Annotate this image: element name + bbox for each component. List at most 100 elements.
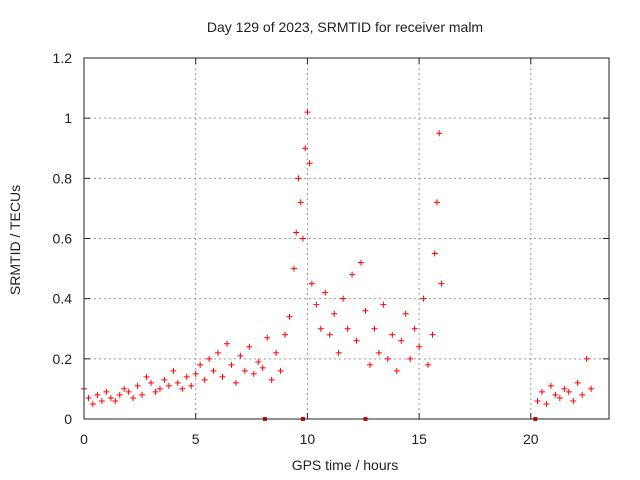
data-point — [293, 229, 300, 236]
data-point — [143, 373, 150, 380]
x-axis-ticks: 0 5 10 15 20 — [80, 58, 539, 447]
data-point — [183, 373, 190, 380]
data-point — [579, 391, 586, 398]
data-point — [322, 289, 329, 296]
data-point — [326, 331, 333, 338]
data-point — [223, 340, 230, 347]
x-axis-label: GPS time / hours — [292, 457, 399, 473]
data-point — [340, 295, 347, 302]
data-point — [407, 355, 414, 362]
data-point — [371, 325, 378, 332]
y-tick-label: 0.2 — [53, 351, 73, 367]
data-point — [313, 301, 320, 308]
data-point — [358, 259, 365, 266]
data-points — [81, 109, 595, 407]
data-point — [259, 364, 266, 371]
data-point — [416, 343, 423, 350]
data-point — [139, 391, 146, 398]
data-point — [148, 379, 155, 386]
x-tick-label: 10 — [300, 431, 316, 447]
data-point — [297, 199, 304, 206]
data-point — [556, 394, 563, 401]
data-point — [431, 250, 438, 257]
data-point — [116, 391, 123, 398]
data-point — [349, 271, 356, 278]
data-point — [197, 361, 204, 368]
data-point — [268, 376, 275, 383]
data-point — [161, 376, 168, 383]
data-point — [201, 376, 208, 383]
y-tick-label: 0.4 — [53, 291, 73, 307]
data-point — [574, 379, 581, 386]
data-point — [237, 352, 244, 359]
x-tick-label: 5 — [192, 431, 200, 447]
data-point — [429, 331, 436, 338]
data-point — [543, 400, 550, 407]
data-point — [179, 385, 186, 392]
data-point — [170, 367, 177, 374]
y-axis-ticks: 0 0.2 0.4 0.6 0.8 1 1.2 — [53, 50, 609, 427]
data-point — [130, 394, 137, 401]
x-tick-label: 20 — [523, 431, 539, 447]
data-point — [353, 337, 360, 344]
data-point — [206, 355, 213, 362]
data-point — [561, 385, 568, 392]
data-point — [306, 160, 313, 167]
data-point — [85, 394, 92, 401]
data-point — [393, 367, 400, 374]
data-point — [438, 280, 445, 287]
data-point — [192, 370, 199, 377]
y-tick-label: 0 — [64, 411, 72, 427]
data-point — [134, 382, 141, 389]
data-point — [215, 349, 222, 356]
data-point — [583, 355, 590, 362]
data-point — [362, 307, 369, 314]
data-point — [121, 385, 128, 392]
data-point — [380, 301, 387, 308]
y-axis-label: SRMTID / TECUs — [7, 185, 23, 295]
x-tick-label: 15 — [411, 431, 427, 447]
data-point — [286, 313, 293, 320]
data-point — [282, 331, 289, 338]
data-point — [246, 343, 253, 350]
data-point — [125, 388, 132, 395]
data-point — [304, 109, 311, 116]
data-point — [264, 334, 271, 341]
data-point — [107, 394, 114, 401]
data-point — [420, 295, 427, 302]
data-point — [152, 388, 159, 395]
data-point — [436, 130, 443, 137]
data-point — [302, 145, 309, 152]
data-point — [165, 382, 172, 389]
y-tick-label: 0.6 — [53, 231, 73, 247]
data-point — [295, 175, 302, 182]
data-point — [250, 370, 257, 377]
data-point — [219, 373, 226, 380]
data-point — [588, 385, 595, 392]
data-point — [112, 397, 119, 404]
data-point — [241, 367, 248, 374]
data-point — [98, 397, 105, 404]
data-point — [188, 382, 195, 389]
data-point — [344, 325, 351, 332]
data-point — [273, 349, 280, 356]
data-point — [331, 310, 338, 317]
data-point — [210, 367, 217, 374]
data-point — [547, 382, 554, 389]
chart-title: Day 129 of 2023, SRMTID for receiver mal… — [207, 19, 483, 35]
data-point — [366, 361, 373, 368]
data-point — [299, 235, 306, 242]
data-point — [389, 331, 396, 338]
data-point — [89, 400, 96, 407]
data-point — [277, 367, 284, 374]
data-point — [402, 310, 409, 317]
data-point — [411, 325, 418, 332]
data-point — [232, 379, 239, 386]
data-point — [94, 391, 101, 398]
data-point — [308, 280, 315, 287]
y-tick-label: 0.8 — [53, 170, 73, 186]
data-point — [570, 397, 577, 404]
data-point — [384, 355, 391, 362]
data-point — [398, 337, 405, 344]
